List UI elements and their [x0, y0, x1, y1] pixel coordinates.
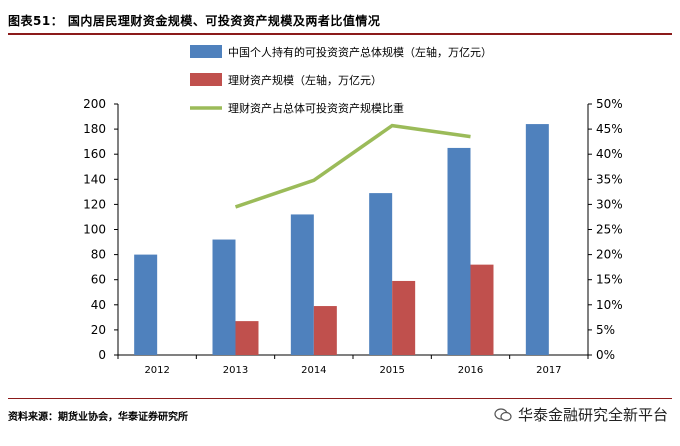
watermark-text: 华泰金融研究全新平台: [517, 406, 668, 424]
line-wealth-ratio: [234, 123, 471, 209]
bar-wealth-assets: [392, 280, 416, 355]
x-tick-label: 2014: [301, 365, 326, 376]
bar-investable-assets: [525, 124, 549, 355]
legend-label: 理财资产占总体可投资资产规模比重: [228, 101, 404, 115]
left-tick-label: 120: [83, 197, 106, 211]
right-tick-label: 40%: [596, 147, 623, 161]
right-tick-label: 10%: [596, 298, 623, 312]
left-tick-label: 160: [83, 147, 106, 161]
right-tick-label: 25%: [596, 223, 623, 237]
chart-bars: [134, 124, 549, 355]
bar-wealth-assets: [235, 321, 259, 355]
bar-investable-assets: [290, 214, 314, 355]
left-tick-label: 100: [83, 223, 106, 237]
legend-swatch: [190, 45, 222, 58]
left-tick-label: 0: [98, 348, 106, 362]
bar-investable-assets: [212, 239, 236, 355]
wechat-icon: [494, 407, 512, 421]
source-rule: [8, 398, 672, 399]
x-tick-label: 2016: [458, 365, 483, 376]
right-tick-label: 50%: [596, 97, 623, 111]
figure-title: 图表51： 国内居民理财资金规模、可投资资产规模及两者比值情况: [8, 14, 381, 28]
watermark: 华泰金融研究全新平台: [494, 404, 668, 425]
bar-wealth-assets: [313, 306, 337, 355]
right-tick-label: 15%: [596, 273, 623, 287]
chart-legend: 中国个人持有的可投资资产总体规模（左轴，万亿元） 理财资产规模（左轴，万亿元） 理财…: [190, 45, 492, 115]
left-tick-label: 80: [91, 248, 106, 262]
left-tick-label: 40: [91, 298, 106, 312]
x-tick-label: 2013: [223, 365, 248, 376]
left-tick-label: 180: [83, 122, 106, 136]
chart-line: [234, 123, 471, 209]
source-note: 资料来源：期货业协会，华泰证券研究所: [8, 412, 188, 423]
chart-axes: 0 20 40 60 80 100 120 140 160 180 200 0% 5% 10% 15% 20%…: [83, 97, 623, 376]
x-tick-label: 2015: [379, 365, 404, 376]
bar-investable-assets: [134, 254, 158, 355]
left-tick-label: 200: [83, 97, 106, 111]
legend-swatch: [190, 73, 222, 86]
title-rule: [8, 33, 672, 35]
left-tick-label: 140: [83, 172, 106, 186]
left-tick-label: 20: [91, 323, 106, 337]
x-tick-label: 2017: [536, 365, 561, 376]
figure-title-row: 图表51： 国内居民理财资金规模、可投资资产规模及两者比值情况: [8, 10, 672, 32]
right-tick-label: 45%: [596, 122, 623, 136]
right-tick-label: 0%: [596, 348, 615, 362]
right-tick-label: 5%: [596, 323, 615, 337]
right-tick-label: 35%: [596, 172, 623, 186]
right-tick-label: 20%: [596, 248, 623, 262]
bar-investable-assets: [369, 193, 393, 355]
bar-wealth-assets: [470, 264, 494, 355]
legend-label: 理财资产规模（左轴，万亿元）: [228, 73, 382, 87]
legend-label: 中国个人持有的可投资资产总体规模（左轴，万亿元）: [228, 45, 492, 59]
left-tick-label: 60: [91, 273, 106, 287]
bar-investable-assets: [447, 147, 471, 355]
right-tick-label: 30%: [596, 197, 623, 211]
x-tick-label: 2012: [144, 365, 169, 376]
